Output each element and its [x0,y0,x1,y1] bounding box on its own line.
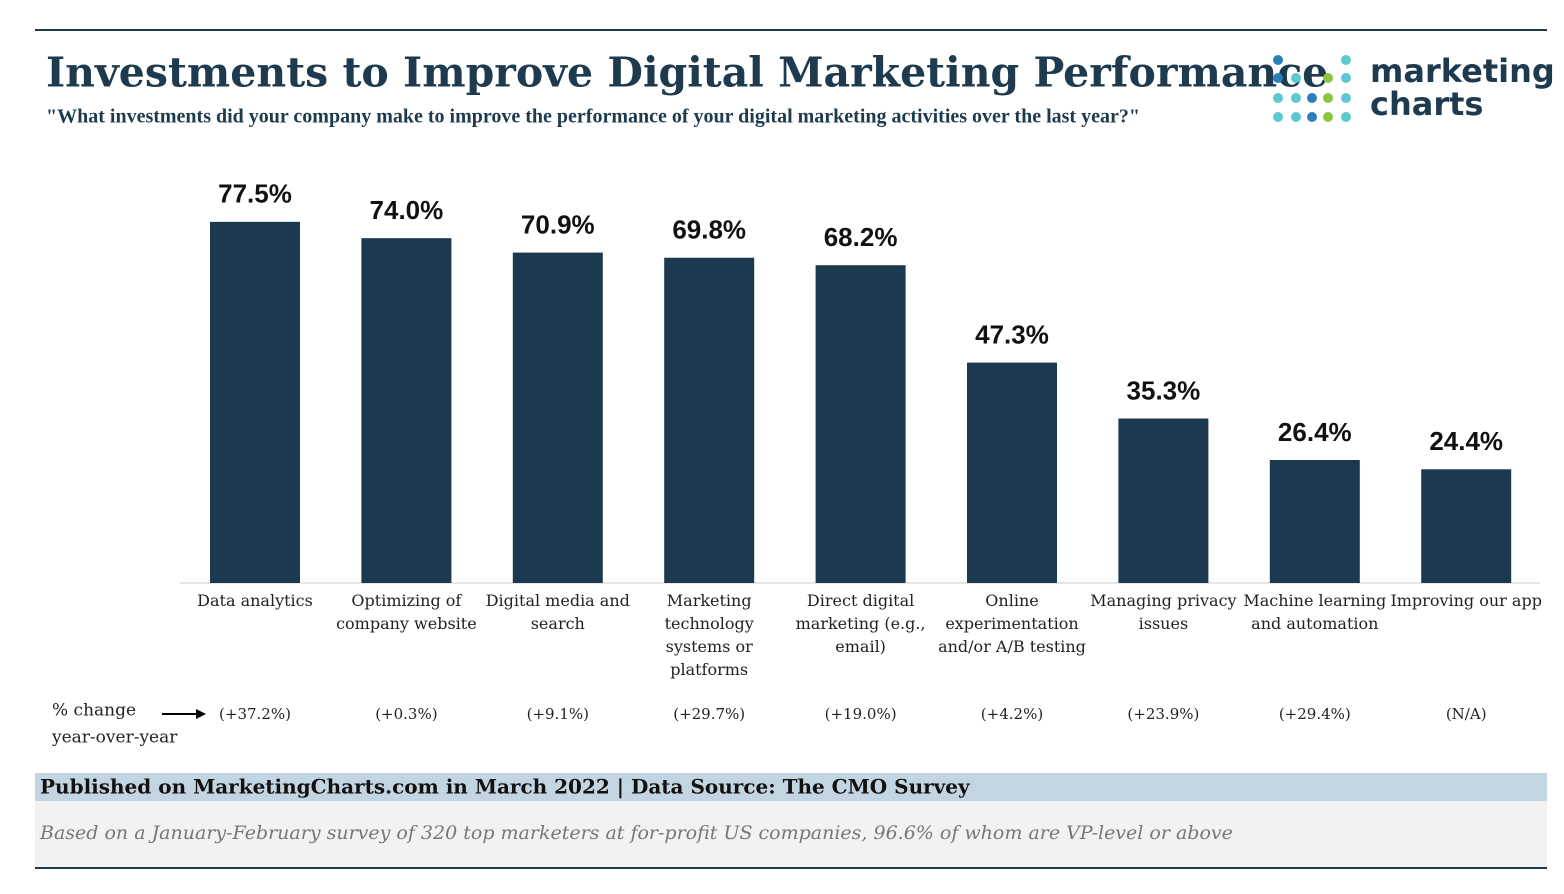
x-tick-label: Online experimentation and/or A/B testin… [938,591,1086,656]
value-label: 47.3% [975,319,1049,349]
logo-dots [1273,55,1351,122]
logo-text: marketing [1370,52,1555,90]
x-tick-label: Data analytics [197,591,313,610]
value-label: 26.4% [1278,417,1352,447]
note: Based on a January-February survey of 32… [39,822,1233,844]
value-label: 74.0% [370,195,444,225]
x-tick-label: Improving our app [1390,591,1542,610]
bar [1269,459,1360,583]
change-label: year-over-year [51,728,178,748]
change-value: (+0.3%) [375,705,437,723]
source-band [35,773,1547,801]
change-value: (+19.0%) [825,705,897,723]
change-value: (+37.2%) [219,705,291,723]
value-label: 70.9% [521,209,595,239]
x-tick-label: Machine learning and automation [1243,591,1387,633]
value-label: 69.8% [672,215,746,245]
source: Published on MarketingCharts.com in Marc… [40,775,971,799]
bar [1118,418,1209,583]
change-value: (N/A) [1446,705,1487,723]
arrow-head [196,709,206,719]
bar [512,252,603,583]
note-band [35,801,1547,867]
bar [210,221,300,583]
bar [815,265,906,583]
value-label: 24.4% [1429,426,1503,456]
logo-text: charts [1370,85,1483,123]
x-tick-label: Marketing technology systems or platform… [664,591,754,679]
chart-title: Investments to Improve Digital Marketing… [46,49,1328,97]
bar [664,257,755,583]
change-value: (+29.4%) [1279,705,1351,723]
bar [1421,469,1512,583]
x-tick-label: Managing privacy issues [1090,591,1237,633]
value-label: 77.5% [218,179,292,209]
change-label: % change [52,701,136,721]
bar [361,238,452,583]
value-label: 68.2% [824,222,898,252]
x-tick-label: Direct digital marketing (e.g., email) [795,591,926,656]
change-value: (+23.9%) [1127,705,1199,723]
change-value: (+9.1%) [527,705,589,723]
x-tick-label: Optimizing of company website [336,591,477,633]
value-label: 35.3% [1127,375,1201,405]
bar [967,362,1057,583]
x-tick-label: Digital media and search [485,591,630,633]
change-value: (+29.7%) [673,705,745,723]
change-value: (+4.2%) [981,705,1043,723]
chart-subtitle: "What investments did your company make … [46,106,1140,128]
